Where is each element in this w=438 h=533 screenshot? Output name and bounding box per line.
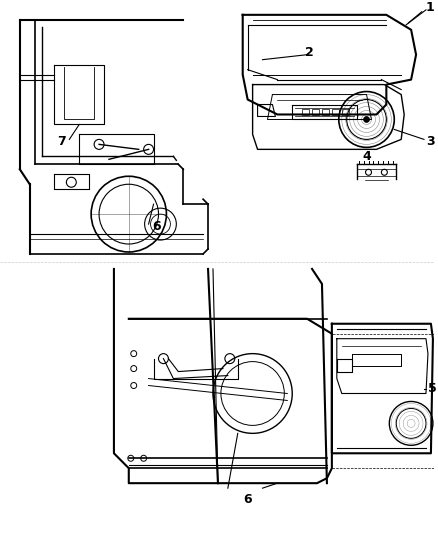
Bar <box>312 109 319 116</box>
Bar <box>302 109 309 116</box>
Bar <box>332 109 339 116</box>
Text: 7: 7 <box>58 135 67 148</box>
Text: 6: 6 <box>244 493 252 506</box>
Text: 2: 2 <box>305 46 314 59</box>
Bar <box>342 109 349 116</box>
Text: 6: 6 <box>152 220 161 232</box>
Text: 4: 4 <box>362 150 371 163</box>
Text: 1: 1 <box>426 2 435 14</box>
Circle shape <box>364 117 370 123</box>
Text: 3: 3 <box>426 135 434 148</box>
Bar <box>322 109 329 116</box>
Text: 5: 5 <box>428 382 437 395</box>
